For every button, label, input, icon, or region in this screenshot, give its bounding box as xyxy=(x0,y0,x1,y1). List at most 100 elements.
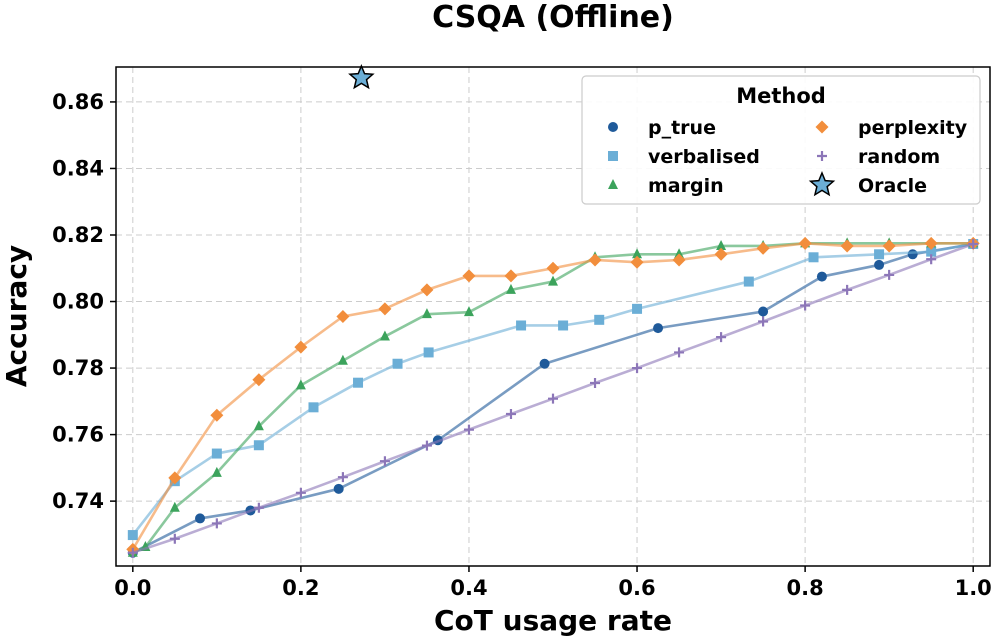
series-line-margin xyxy=(132,242,974,554)
y-tick-label: 0.74 xyxy=(52,489,104,513)
x-tick-label: 0.2 xyxy=(282,576,319,600)
legend-marker-margin xyxy=(608,179,618,189)
data-point-random xyxy=(337,472,348,483)
data-point-margin xyxy=(337,354,348,365)
data-point-verbalised xyxy=(211,448,222,459)
legend-label-random: random xyxy=(858,146,940,168)
data-point-random xyxy=(548,393,558,404)
data-point-verbalised xyxy=(392,358,403,369)
data-point-verbalised xyxy=(516,320,527,331)
data-point-random xyxy=(463,424,474,435)
legend-marker-p-true xyxy=(608,122,618,132)
data-point-verbalised xyxy=(632,303,643,314)
chart-title: CSQA (Offline) xyxy=(432,0,674,35)
data-point-p-true xyxy=(653,323,664,334)
data-point-random xyxy=(758,316,769,327)
data-point-perplexity xyxy=(252,373,266,387)
data-point-random xyxy=(379,456,390,467)
data-point-random xyxy=(800,300,811,311)
data-point-perplexity xyxy=(462,269,476,283)
data-point-margin xyxy=(674,248,685,259)
data-point-random xyxy=(505,408,516,419)
data-point-verbalised xyxy=(353,377,364,388)
data-point-verbalised xyxy=(594,314,605,325)
data-point-margin xyxy=(169,501,180,512)
data-point-perplexity xyxy=(168,471,182,485)
legend-box xyxy=(581,75,981,205)
legend-marker-verbalised xyxy=(608,151,618,161)
x-tick-label: 0.6 xyxy=(618,576,655,600)
data-point-p-true xyxy=(816,271,827,282)
legend-label-verbalised: verbalised xyxy=(648,146,760,168)
x-tick-label: 0.4 xyxy=(450,576,487,600)
data-point-random xyxy=(421,440,432,451)
y-tick-label: 0.76 xyxy=(52,423,104,447)
data-point-random xyxy=(968,238,979,249)
data-point-perplexity xyxy=(798,236,812,250)
legend-item-margin: margin xyxy=(608,175,724,197)
y-tick-label: 0.82 xyxy=(52,223,104,247)
data-point-random xyxy=(253,502,264,513)
data-point-p-true xyxy=(758,306,769,317)
y-axis-label: Accuracy xyxy=(0,245,33,387)
data-point-p-true xyxy=(333,483,344,494)
data-point-verbalised xyxy=(127,530,138,541)
data-point-p-true xyxy=(195,513,206,524)
data-point-margin xyxy=(632,248,643,259)
data-point-perplexity xyxy=(756,241,770,255)
data-point-verbalised xyxy=(558,320,569,331)
data-point-verbalised xyxy=(874,249,885,260)
data-point-margin xyxy=(548,275,558,286)
series-line-p-true xyxy=(132,242,974,554)
data-point-verbalised xyxy=(808,252,819,263)
data-point-random xyxy=(169,533,180,544)
data-point-perplexity xyxy=(840,239,854,253)
legend-title: Method xyxy=(736,84,826,108)
legend-marker-perplexity xyxy=(815,120,829,134)
legend-label-perplexity: perplexity xyxy=(858,117,968,139)
data-point-random xyxy=(716,332,727,343)
data-point-verbalised xyxy=(253,440,264,451)
data-point-margin xyxy=(253,420,264,431)
data-point-p-true xyxy=(539,358,550,369)
series-random xyxy=(127,238,979,558)
data-point-random xyxy=(590,378,601,389)
legend-item-p-true: p_true xyxy=(608,117,716,139)
legend-item-verbalised: verbalised xyxy=(608,146,760,168)
legend-item-oracle: Oracle xyxy=(808,171,927,197)
series-layer xyxy=(126,64,980,558)
legend-marker-oracle xyxy=(808,171,836,197)
y-tick-label: 0.84 xyxy=(52,156,104,180)
x-axis-label: CoT usage rate xyxy=(434,604,672,637)
data-point-perplexity xyxy=(672,253,686,267)
data-point-random xyxy=(842,284,853,295)
data-point-perplexity xyxy=(714,247,728,261)
legend: Method p_true verbalised margin perplexity r… xyxy=(581,75,981,205)
data-point-verbalised xyxy=(743,276,754,287)
y-tick-label: 0.86 xyxy=(52,90,104,114)
data-point-perplexity xyxy=(420,283,434,297)
x-tick-label: 1.0 xyxy=(955,576,992,600)
legend-label-margin: margin xyxy=(648,175,724,197)
data-point-random xyxy=(295,487,306,498)
data-point-perplexity xyxy=(210,408,224,422)
data-point-perplexity xyxy=(588,253,602,267)
legend-item-random: random xyxy=(817,146,940,168)
data-point-perplexity xyxy=(546,261,560,275)
data-point-verbalised xyxy=(926,246,937,257)
data-point-verbalised xyxy=(308,402,319,413)
data-point-random xyxy=(632,363,643,374)
data-point-p-true xyxy=(907,249,918,260)
legend-label-oracle: Oracle xyxy=(858,175,927,197)
data-point-margin xyxy=(505,283,516,294)
legend-label-p-true: p_true xyxy=(648,117,716,139)
y-tick-label: 0.80 xyxy=(52,290,104,314)
data-point-verbalised xyxy=(423,347,434,358)
legend-marker-random xyxy=(817,151,827,161)
data-point-margin xyxy=(421,308,432,319)
data-point-p-true xyxy=(874,259,885,270)
data-point-margin xyxy=(211,466,222,477)
data-point-perplexity xyxy=(630,255,644,269)
ticks: 0.0 0.2 0.4 0.6 0.8 1.0 0.74 0.76 0.78 0.80 0.82 0.… xyxy=(52,90,992,600)
